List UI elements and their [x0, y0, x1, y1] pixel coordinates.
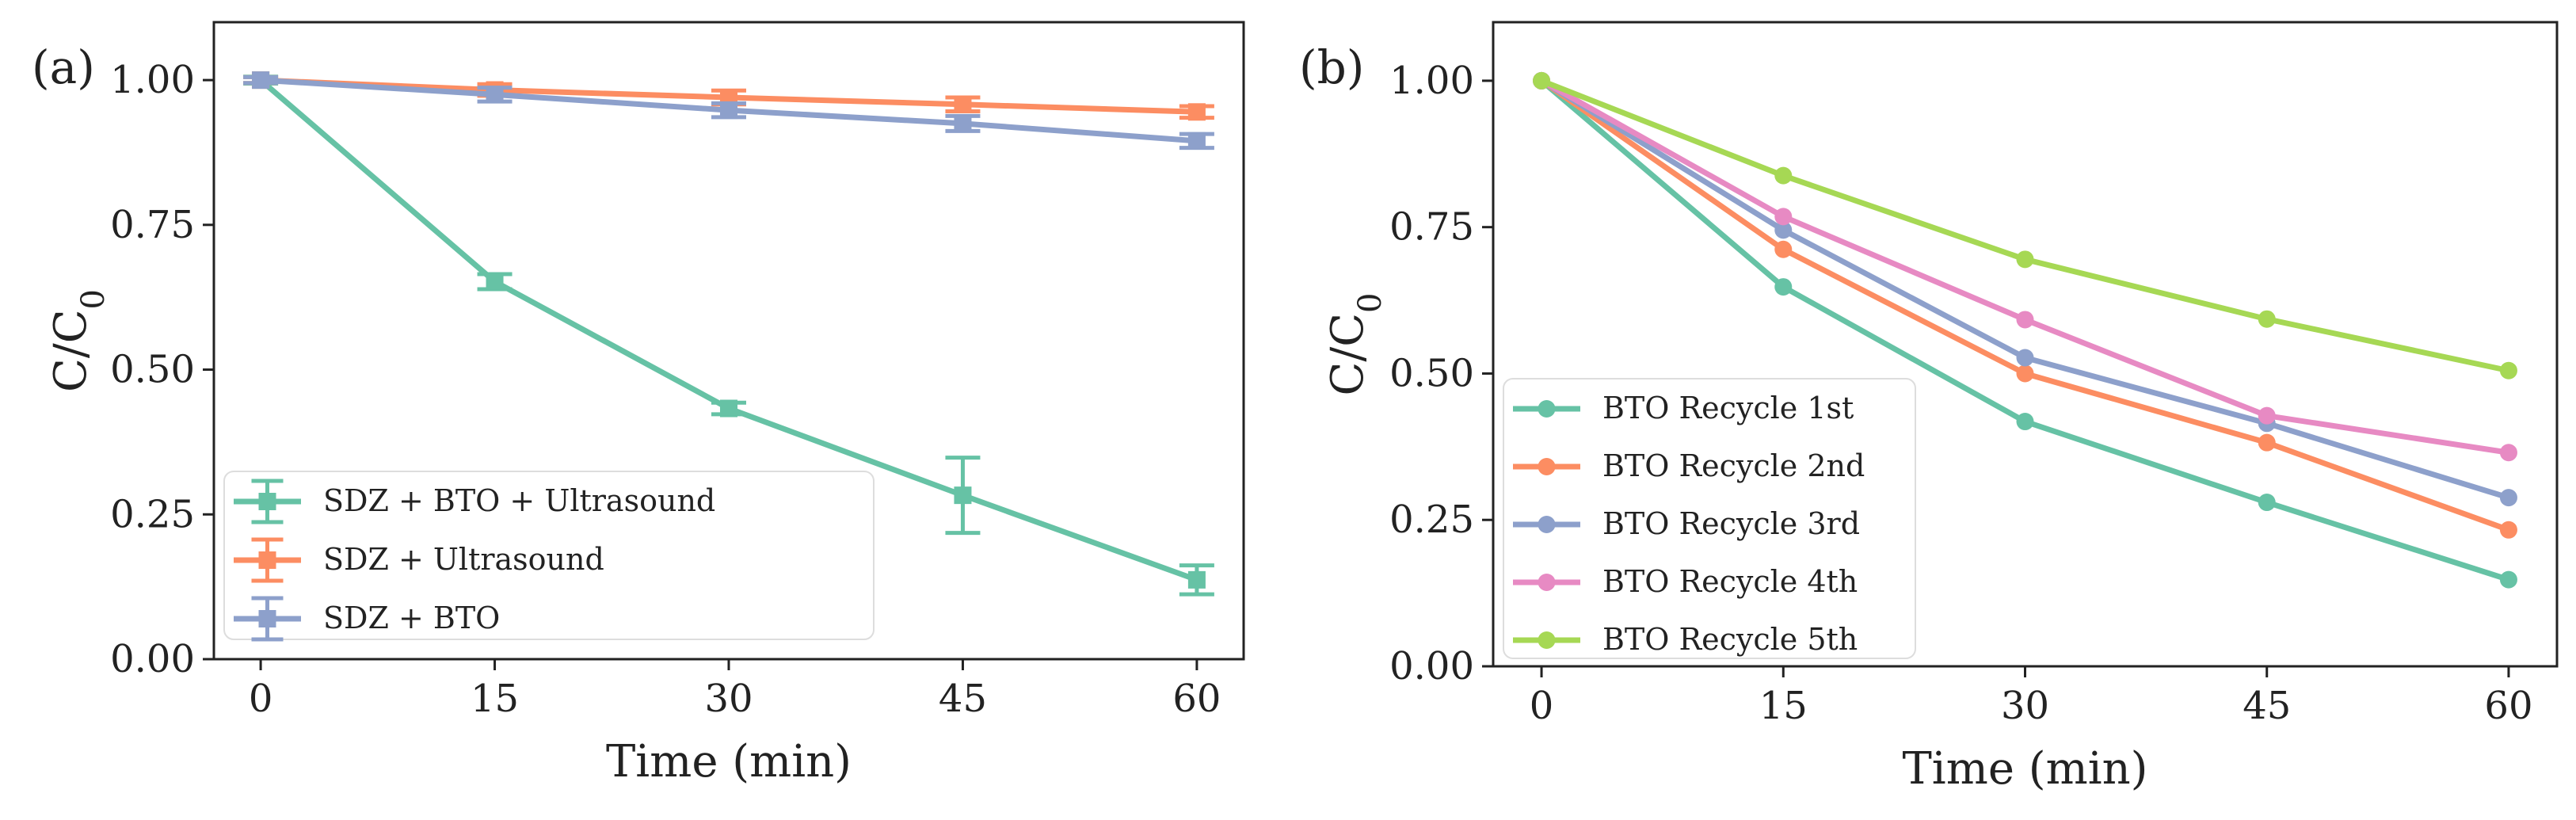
data-point	[2016, 413, 2034, 431]
data-point	[1774, 166, 1793, 185]
x-tick-label: 45	[939, 677, 987, 721]
data-point	[2499, 361, 2517, 379]
data-point	[2258, 406, 2276, 425]
panel-label: (a)	[32, 40, 95, 94]
data-point	[2258, 310, 2276, 328]
legend-swatch-marker	[1538, 516, 1556, 533]
x-tick-label: 30	[2001, 684, 2049, 728]
x-tick-label: 45	[2243, 684, 2291, 728]
y-axis-label-subscript: 0	[1352, 292, 1389, 312]
y-tick-label: 0.00	[110, 637, 195, 681]
legend-swatch-marker	[1538, 631, 1556, 649]
y-tick-label: 0.50	[110, 348, 195, 392]
x-tick-label: 30	[704, 677, 753, 721]
data-point	[954, 95, 972, 113]
y-tick-label: 0.00	[1389, 644, 1474, 688]
y-axis-label-subscript: 0	[75, 289, 112, 309]
legend-box	[1503, 378, 1916, 659]
x-tick-label: 15	[471, 677, 519, 721]
data-point	[2258, 494, 2276, 512]
legend-label: SDZ + Ultrasound	[323, 542, 604, 577]
series-sdz-bto	[243, 71, 1214, 151]
panel-b: 0.00 0.25 0.50 0.75 1.00 0 15 30 45 60 Time (min) C…	[1299, 21, 2559, 795]
legend-swatch-marker	[1538, 400, 1556, 418]
data-point	[1774, 240, 1793, 258]
series-bto-recycle-5th	[1533, 71, 2517, 379]
legend-label: SDZ + BTO + Ultrasound	[323, 483, 715, 518]
y-axis-label: C/C0	[45, 289, 112, 392]
data-point	[1774, 221, 1793, 239]
y-axis-label-main: C/C	[45, 309, 97, 392]
x-tick-label: 60	[2484, 684, 2532, 728]
legend-label: BTO Recycle 1st	[1602, 391, 1854, 425]
legend-label: BTO Recycle 3rd	[1602, 506, 1860, 541]
data-point	[1774, 208, 1793, 226]
legend-swatch-marker	[1538, 458, 1556, 475]
y-tick-label: 0.75	[110, 203, 195, 247]
x-axis-label: Time (min)	[606, 736, 852, 788]
y-axis-label-main: C/C	[1322, 313, 1374, 396]
data-point	[486, 86, 504, 104]
data-point	[2499, 444, 2517, 462]
data-point	[954, 114, 972, 132]
data-point	[1533, 71, 1551, 90]
data-point	[720, 399, 737, 418]
legend: BTO Recycle 1st BTO Recycle 2nd BTO Recycl…	[1503, 378, 1916, 659]
legend-swatch-marker	[258, 610, 276, 627]
data-point	[1187, 132, 1206, 150]
data-point	[720, 101, 737, 120]
y-axis-label: C/C0	[1322, 292, 1389, 395]
data-point	[2016, 364, 2034, 383]
legend: SDZ + BTO + Ultrasound SDZ + Ultrasound SD…	[223, 471, 875, 642]
y-tick-label: 0.50	[1389, 351, 1474, 395]
legend-label: BTO Recycle 4th	[1602, 564, 1858, 599]
data-point	[954, 486, 972, 505]
y-tick-label: 0.25	[110, 492, 195, 536]
x-tick-label: 0	[249, 677, 273, 721]
data-point	[2016, 349, 2034, 367]
legend-box	[223, 471, 875, 640]
data-point	[1774, 278, 1793, 296]
data-point	[2499, 521, 2517, 539]
y-tick-label: 0.75	[1389, 205, 1474, 250]
x-tick-label: 0	[1530, 684, 1554, 728]
data-point	[2499, 570, 2517, 589]
data-point	[1187, 570, 1206, 589]
data-point	[1187, 103, 1206, 121]
data-point	[2499, 489, 2517, 507]
y-tick-label: 1.00	[1389, 59, 1474, 103]
legend-swatch-marker	[258, 551, 276, 569]
data-point	[2258, 433, 2276, 452]
data-point	[2016, 311, 2034, 329]
x-tick-label: 15	[1759, 684, 1808, 728]
y-tick-label: 1.00	[110, 58, 195, 102]
y-tick-label: 0.25	[1389, 498, 1474, 542]
legend-swatch-marker	[1538, 574, 1556, 591]
x-tick-label: 60	[1172, 677, 1221, 721]
data-point	[252, 71, 270, 90]
legend-label: BTO Recycle 2nd	[1602, 448, 1865, 483]
panel-a: 0.00 0.25 0.50 0.75 1.00 0 15 30 45 60 Time (min) C…	[32, 21, 1245, 788]
data-point	[2016, 250, 2034, 269]
legend-label: SDZ + BTO	[323, 601, 500, 635]
legend-swatch-marker	[258, 493, 276, 510]
x-axis-label: Time (min)	[1902, 743, 2147, 795]
data-point	[486, 273, 504, 291]
legend-label: BTO Recycle 5th	[1602, 622, 1858, 657]
panel-label: (b)	[1299, 40, 1364, 94]
